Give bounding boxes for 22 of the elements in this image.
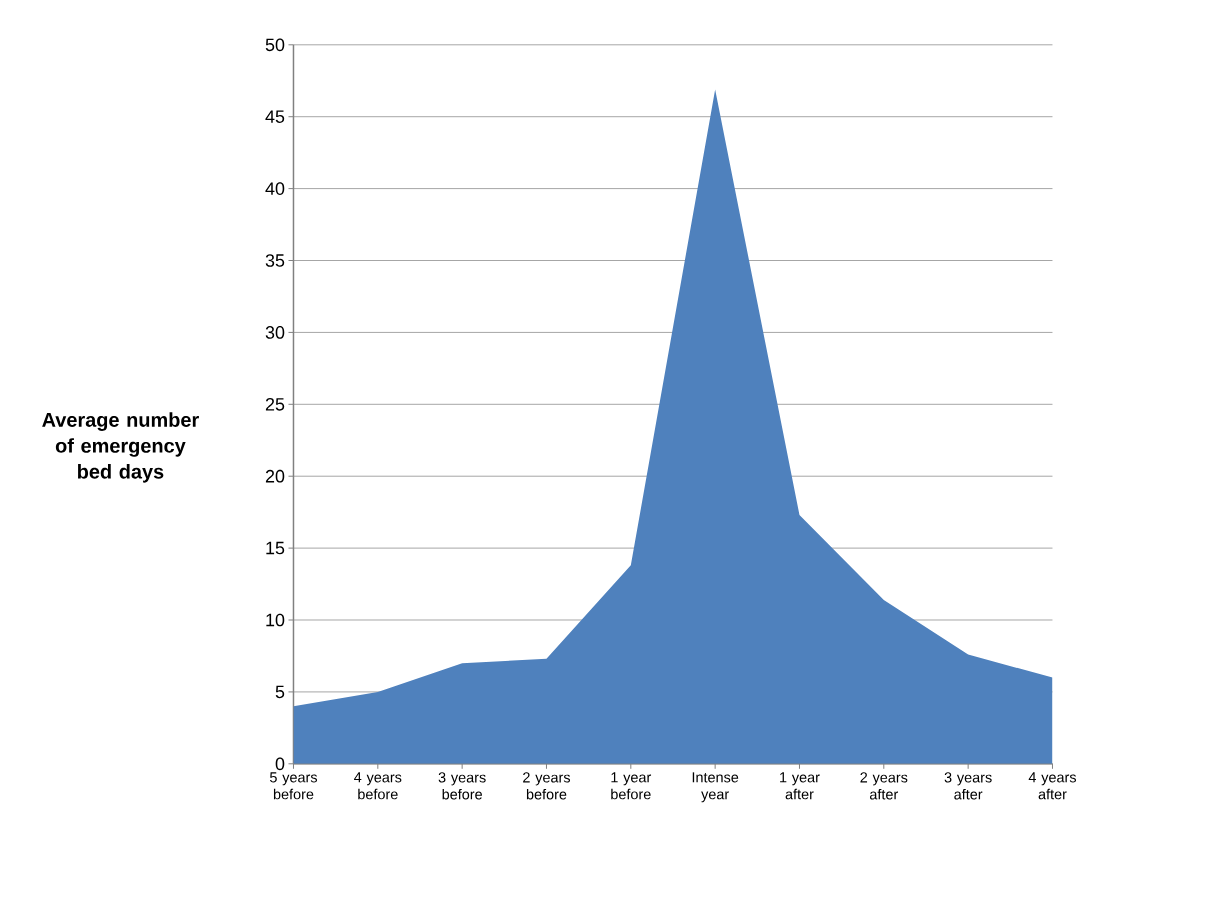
y-tick-label: 10 <box>266 613 285 627</box>
y-tick-label: 25 <box>265 397 285 411</box>
x-tick-label: 3 years after <box>944 772 992 800</box>
x-tick-label: 4 years after <box>1028 772 1077 800</box>
x-tick-label: 2 years before <box>523 772 571 800</box>
x-tick-label: 4 years before <box>354 772 402 800</box>
y-tick-label: 50 <box>265 38 285 52</box>
x-tick-label: 1 year before <box>611 772 652 800</box>
y-tick-label: 5 <box>275 685 285 699</box>
y-tick-label: 35 <box>265 254 285 267</box>
x-tick-label: Intense year <box>692 772 739 803</box>
x-tick-label: 2 years after <box>860 772 908 800</box>
y-tick-label: 30 <box>265 326 285 339</box>
x-tick-label: 3 years before <box>438 772 486 800</box>
x-tick-label: 5 years before <box>269 772 318 800</box>
y-axis-title: Average number of emergency bed days <box>42 412 199 483</box>
y-tick-label: 45 <box>265 110 285 123</box>
y-tick-label: 40 <box>265 182 285 195</box>
x-tick-label: 1 year after <box>780 772 820 800</box>
y-tick-label: 20 <box>265 469 285 483</box>
y-tick-label: 0 <box>275 757 285 771</box>
y-tick-label: 15 <box>266 541 285 555</box>
